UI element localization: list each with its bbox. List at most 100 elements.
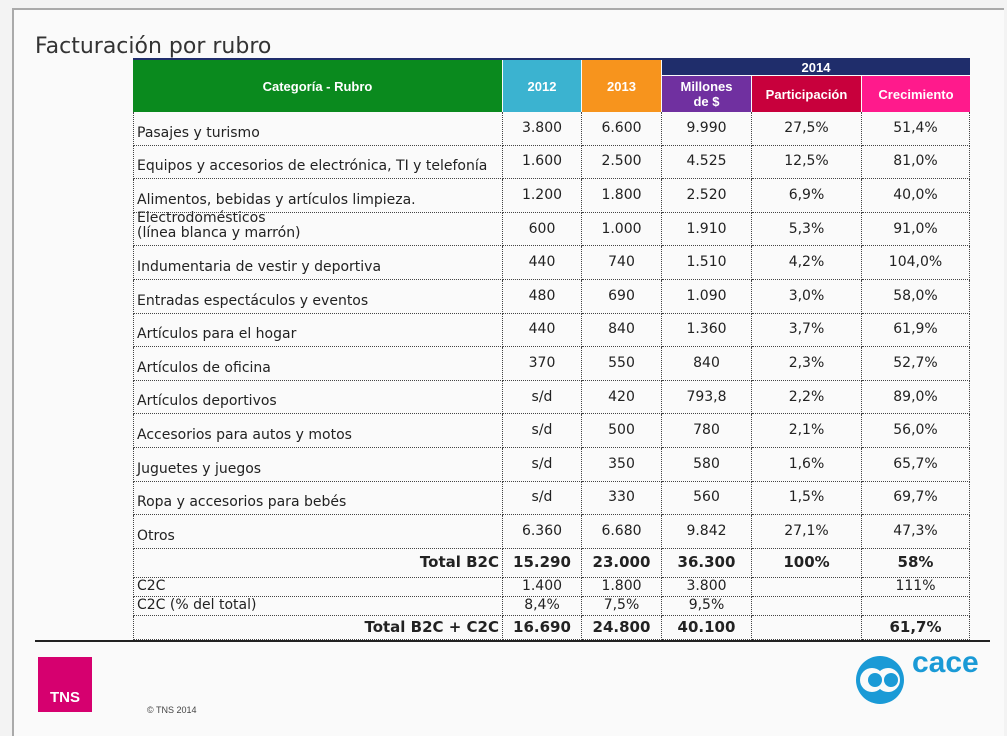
cell: 58%	[862, 548, 970, 578]
cell: 81,0%	[862, 145, 970, 180]
row-label: Otros	[133, 515, 503, 549]
cell: 2,3%	[752, 347, 862, 381]
row-label: Accesorios para autos y motos	[133, 414, 503, 448]
bottom-rule	[35, 640, 990, 642]
cell: 104,0%	[862, 246, 970, 280]
cell: 40.100	[662, 615, 752, 640]
cell: 6.360	[503, 515, 582, 549]
cell: 69,7%	[862, 481, 970, 516]
cell: 36.300	[662, 548, 752, 578]
cell: 4.525	[662, 145, 752, 180]
cell: 61,7%	[862, 615, 970, 640]
tns-logo: TNS	[38, 657, 92, 712]
year-group-header: 2014	[662, 60, 970, 75]
column-header: 2013	[582, 60, 661, 112]
cell: 1.510	[662, 246, 752, 280]
cell: 1.000	[582, 212, 662, 247]
cell: 3,0%	[752, 280, 862, 314]
cell: 47,3%	[862, 515, 970, 549]
cell: 1.090	[662, 280, 752, 314]
row-label: Pasajes y turismo	[133, 112, 503, 146]
cell: 1.800	[582, 577, 662, 597]
cell: 5,3%	[752, 212, 862, 247]
cell: 1.200	[503, 179, 582, 213]
row-label: Total B2C	[133, 548, 503, 578]
row-label: Equipos y accesorios de electrónica, TI …	[133, 145, 503, 180]
cell: 6,9%	[752, 179, 862, 213]
cell: 3.800	[503, 112, 582, 146]
cell: 480	[503, 280, 582, 314]
cell: 51,4%	[862, 112, 970, 146]
cell: 6.600	[582, 112, 662, 146]
title: Facturación por rubro	[35, 34, 272, 59]
cell: 370	[503, 347, 582, 381]
cell: 56,0%	[862, 414, 970, 448]
row-label: Artículos para el hogar	[133, 313, 503, 348]
cell: 2.500	[582, 145, 662, 180]
cell: 793,8	[662, 380, 752, 415]
cell: 61,9%	[862, 313, 970, 348]
cell: 7,5%	[582, 596, 662, 616]
column-header: Participación	[752, 76, 861, 112]
cell: 9,5%	[662, 596, 752, 616]
row-label: Artículos de oficina	[133, 347, 503, 381]
cell: 780	[662, 414, 752, 448]
cell: s/d	[503, 380, 582, 415]
row-label: Juguetes y juegos	[133, 448, 503, 482]
cell: 840	[582, 313, 662, 348]
cell: 440	[503, 313, 582, 348]
cell: 2.520	[662, 179, 752, 213]
row-label: Indumentaria de vestir y deportiva	[133, 246, 503, 280]
cell: 1,6%	[752, 448, 862, 482]
cell: 4,2%	[752, 246, 862, 280]
cell: 3.800	[662, 577, 752, 597]
cell: 27,1%	[752, 515, 862, 549]
cell: 840	[662, 347, 752, 381]
cell: 58,0%	[862, 280, 970, 314]
cell: 500	[582, 414, 662, 448]
row-label: Entradas espectáculos y eventos	[133, 280, 503, 314]
column-header: Crecimiento	[862, 76, 970, 112]
cell: 89,0%	[862, 380, 970, 415]
row-label: Electrodomésticos (línea blanca y marrón…	[133, 211, 503, 247]
cell: 3,7%	[752, 313, 862, 348]
cell: 1.360	[662, 313, 752, 348]
cace-icon	[856, 656, 904, 704]
cell: 2,1%	[752, 414, 862, 448]
cell: 9.842	[662, 515, 752, 549]
column-header: 2012	[503, 60, 581, 112]
row-label: C2C	[133, 577, 503, 597]
cell: 550	[582, 347, 662, 381]
cace-logo: cace	[912, 646, 979, 679]
row-label: Total B2C + C2C	[133, 615, 503, 640]
row-label: Artículos deportivos	[133, 380, 503, 415]
cell: s/d	[503, 481, 582, 516]
cell: 65,7%	[862, 448, 970, 482]
cell: 690	[582, 280, 662, 314]
cell: 420	[582, 380, 662, 415]
cell: s/d	[503, 448, 582, 482]
cell: 1.800	[582, 179, 662, 213]
cell: 2,2%	[752, 380, 862, 415]
cell: 9.990	[662, 112, 752, 146]
row-label: C2C (% del total)	[133, 596, 503, 616]
column-header: Millones de $	[662, 76, 751, 112]
cell: 16.690	[503, 615, 582, 640]
cell: 600	[503, 212, 582, 247]
cell: 6.680	[582, 515, 662, 549]
cell: 580	[662, 448, 752, 482]
cell: 52,7%	[862, 347, 970, 381]
slide-frame	[12, 8, 1004, 736]
cell: 1.400	[503, 577, 582, 597]
cell: 27,5%	[752, 112, 862, 146]
cell	[752, 596, 862, 616]
column-header: Categoría - Rubro	[133, 60, 502, 112]
cell: 440	[503, 246, 582, 280]
cell: 1.910	[662, 212, 752, 247]
cell: 1,5%	[752, 481, 862, 516]
cell: 23.000	[582, 548, 662, 578]
row-label: Alimentos, bebidas y artículos limpieza.	[133, 179, 503, 213]
cell: 560	[662, 481, 752, 516]
cell	[752, 577, 862, 597]
